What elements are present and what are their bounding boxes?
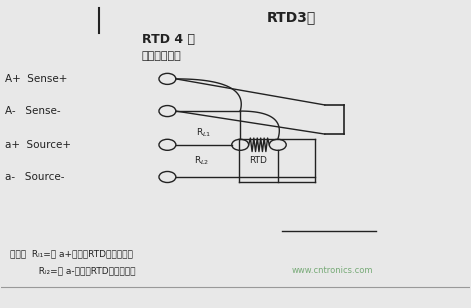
- Text: （精度最高）: （精度最高）: [142, 51, 181, 61]
- Text: RTD3线: RTD3线: [267, 10, 317, 25]
- Text: a-   Source-: a- Source-: [5, 172, 65, 182]
- Text: R$_{L2}$: R$_{L2}$: [194, 155, 209, 168]
- Text: RTD 4 线: RTD 4 线: [142, 33, 195, 46]
- Text: Rₗ₂=从 a-端子到RTD的导线电阻: Rₗ₂=从 a-端子到RTD的导线电阻: [10, 266, 136, 275]
- Text: R$_{L1}$: R$_{L1}$: [196, 127, 211, 139]
- Text: RTD: RTD: [249, 156, 267, 165]
- Text: www.cntronics.com: www.cntronics.com: [292, 266, 374, 275]
- Text: A-   Sense-: A- Sense-: [5, 106, 61, 116]
- Text: A+  Sense+: A+ Sense+: [5, 74, 68, 84]
- Text: a+  Source+: a+ Source+: [5, 140, 72, 150]
- Text: 注意：  Rₗ₁=从 a+端子到RTD的导线电阻: 注意： Rₗ₁=从 a+端子到RTD的导线电阻: [10, 249, 133, 258]
